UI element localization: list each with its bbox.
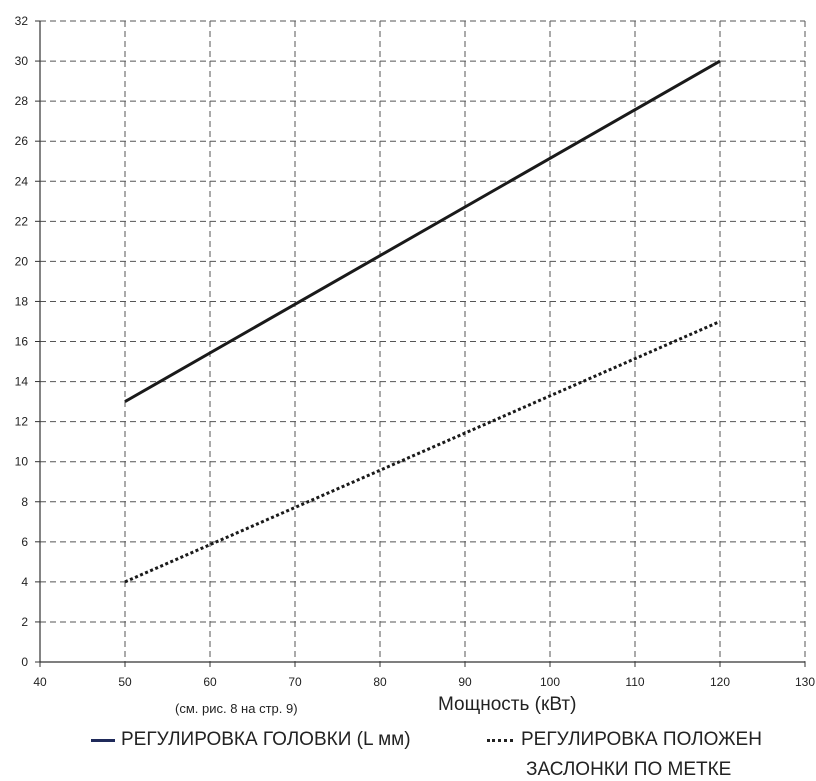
legend-item-head-adjustment: РЕГУЛИРОВКА ГОЛОВКИ (L мм) bbox=[91, 729, 411, 751]
x-tick-label: 100 bbox=[540, 675, 560, 689]
y-tick-label: 18 bbox=[15, 294, 29, 308]
x-tick-label: 110 bbox=[625, 675, 644, 689]
y-tick-label: 8 bbox=[21, 495, 28, 509]
x-tick-label: 90 bbox=[458, 675, 472, 689]
grid bbox=[40, 20, 806, 662]
legend-item-damper-position: РЕГУЛИРОВКА ПОЛОЖЕН bbox=[487, 729, 762, 751]
tick-labels: 40 50 60 70 80 90 100 110 120 1300246810121416182… bbox=[15, 14, 816, 689]
x-tick-label: 60 bbox=[203, 675, 217, 689]
figure-reference-note: (см. рис. 8 на стр. 9) bbox=[175, 701, 298, 716]
y-tick-label: 22 bbox=[15, 214, 29, 228]
x-tick-label: 40 bbox=[33, 675, 47, 689]
axes bbox=[35, 20, 806, 667]
y-tick-label: 28 bbox=[15, 94, 29, 108]
legend-solid-swatch bbox=[91, 738, 115, 742]
y-tick-label: 14 bbox=[15, 375, 29, 389]
y-tick-label: 12 bbox=[15, 415, 29, 429]
series-group bbox=[124, 59, 721, 584]
y-tick-label: 30 bbox=[15, 54, 29, 68]
y-tick-label: 2 bbox=[21, 615, 28, 629]
series-line-head-adjustment bbox=[124, 59, 721, 403]
y-tick-label: 26 bbox=[15, 134, 29, 148]
x-axis-label: Мощность (кВт) bbox=[438, 694, 577, 715]
y-tick-label: 0 bbox=[21, 655, 28, 669]
series-line-damper-position bbox=[124, 320, 721, 584]
legend-label-damper-position: РЕГУЛИРОВКА ПОЛОЖЕН bbox=[521, 729, 762, 750]
x-tick-label: 70 bbox=[288, 675, 302, 689]
y-tick-label: 20 bbox=[15, 254, 29, 268]
legend-label-head-adjustment: РЕГУЛИРОВКА ГОЛОВКИ (L мм) bbox=[121, 729, 411, 750]
y-tick-label: 4 bbox=[21, 575, 28, 589]
y-tick-label: 6 bbox=[21, 535, 28, 549]
y-tick-label: 32 bbox=[15, 14, 29, 28]
x-tick-label: 80 bbox=[373, 675, 387, 689]
x-tick-label: 130 bbox=[795, 675, 815, 689]
y-tick-label: 10 bbox=[15, 455, 29, 469]
legend-label-damper-position-line2: ЗАСЛОНКИ ПО МЕТКЕ bbox=[526, 759, 732, 780]
x-tick-label: 50 bbox=[118, 675, 132, 689]
y-tick-label: 16 bbox=[15, 335, 29, 349]
legend-dotted-swatch bbox=[487, 738, 513, 742]
x-tick-label: 120 bbox=[710, 675, 730, 689]
y-tick-label: 24 bbox=[15, 174, 29, 188]
